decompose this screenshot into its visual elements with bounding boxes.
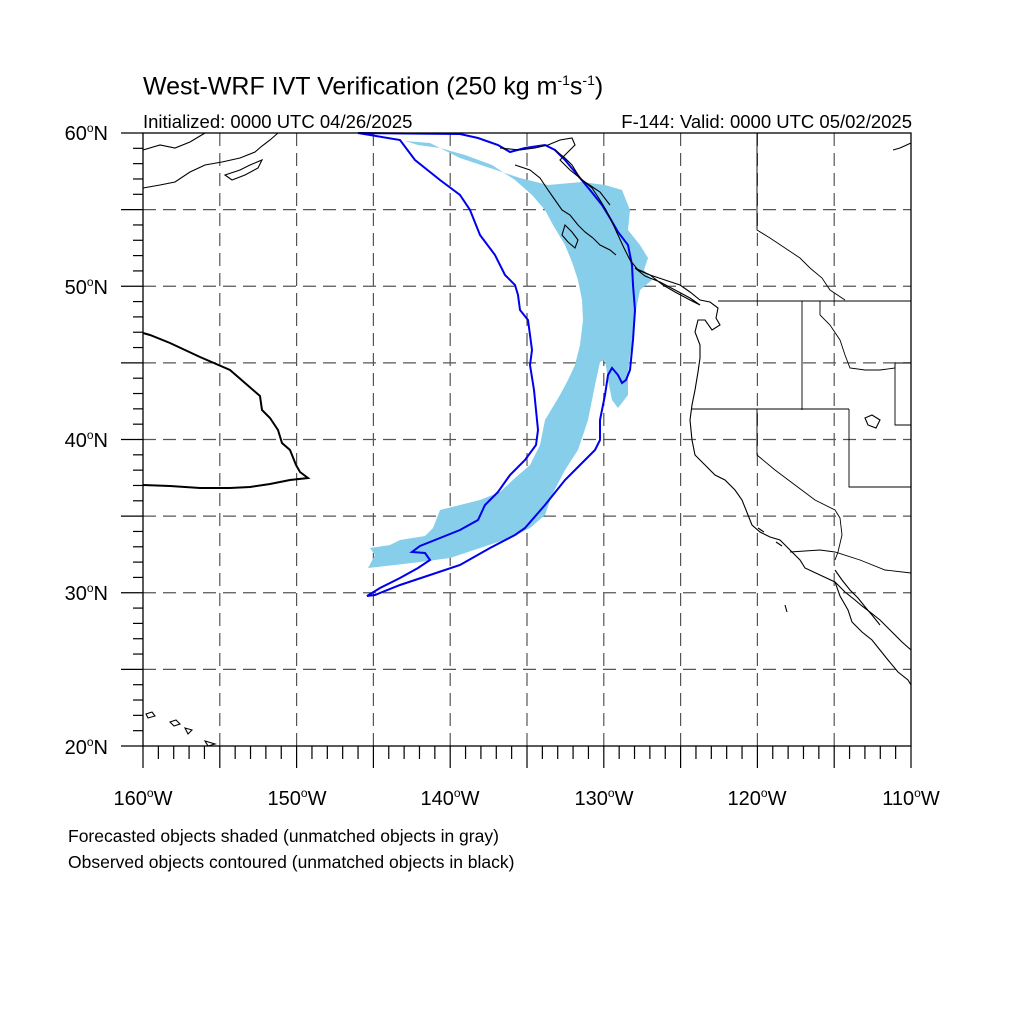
lon-label-160: 160oW: [113, 786, 173, 810]
lat-label-20: 20oN: [64, 735, 108, 759]
caption-observed: Observed objects contoured (unmatched ob…: [68, 852, 515, 872]
lat-label-40: 40oN: [64, 428, 108, 452]
lon-label-110: 110oW: [882, 786, 940, 810]
lat-label-30: 30oN: [64, 581, 108, 605]
caption-forecast: Forecasted objects shaded (unmatched obj…: [68, 826, 499, 846]
title-exponent-2: -1: [582, 72, 595, 88]
political-borders: [692, 133, 912, 574]
axis-ticks: [121, 132, 912, 768]
lon-label-120: 120oW: [727, 786, 787, 810]
lon-label-130: 130oW: [574, 786, 634, 810]
title-mid: s: [569, 72, 583, 101]
lat-label-60: 60oN: [64, 121, 108, 145]
valid-time: F-144: Valid: 0000 UTC 05/02/2025: [621, 111, 912, 132]
map-gridlines: [143, 133, 911, 746]
unmatched-observed-contour: [142, 332, 311, 489]
coastlines: [142, 132, 912, 747]
lon-label-140: 140oW: [420, 786, 480, 810]
lon-label-150: 150oW: [267, 786, 327, 810]
lat-label-50: 50oN: [64, 275, 108, 299]
title-exponent-1: -1: [557, 72, 570, 88]
title-main: West-WRF IVT Verification (250 kg m: [143, 72, 558, 101]
title-end: ): [594, 72, 604, 101]
forecast-object-shaded: [368, 141, 652, 568]
chart-title: West-WRF IVT Verification (250 kg m-1s-1…: [143, 72, 603, 101]
initialized-time: Initialized: 0000 UTC 04/26/2025: [143, 111, 413, 132]
